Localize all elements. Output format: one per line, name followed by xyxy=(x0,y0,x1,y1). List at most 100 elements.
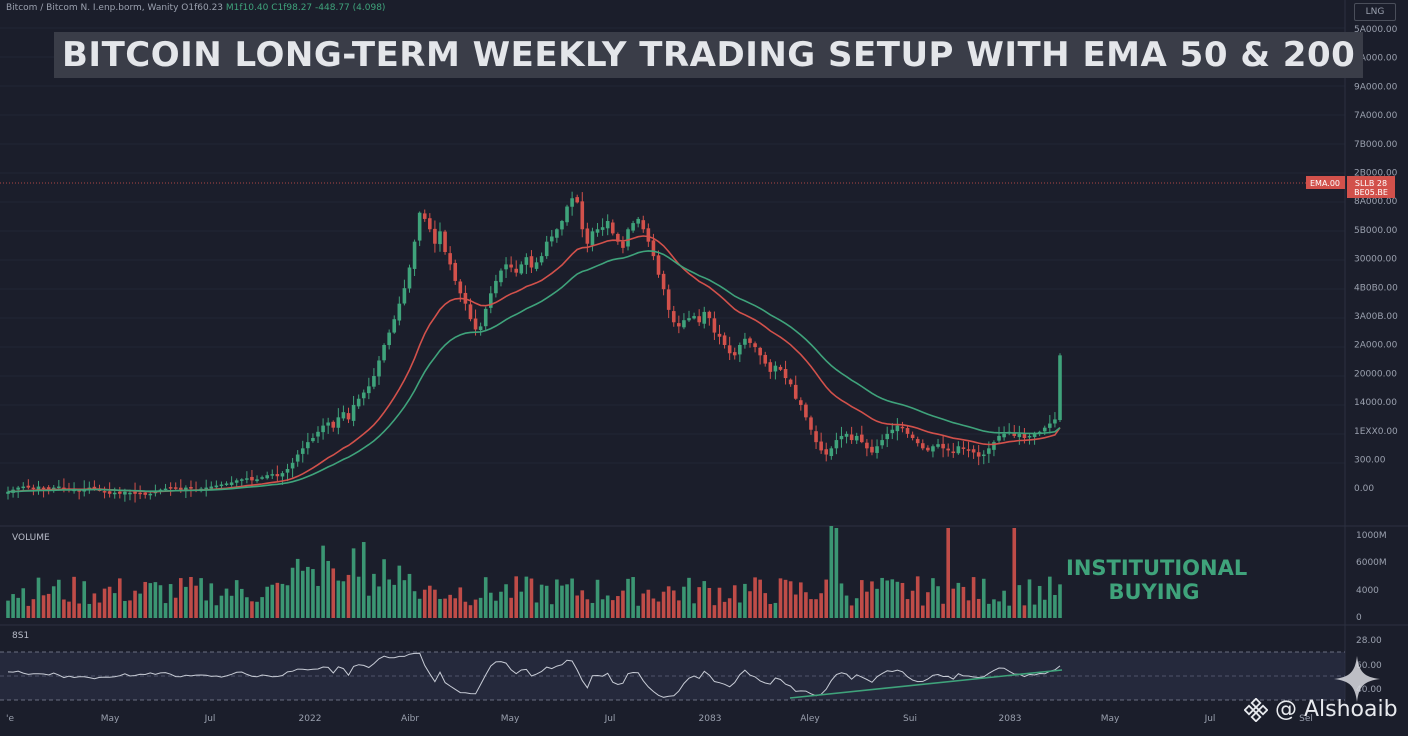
candle-body xyxy=(6,491,10,494)
volume-bar xyxy=(951,588,956,618)
candle-body xyxy=(641,220,646,230)
volume-bar xyxy=(859,580,864,618)
candle-body xyxy=(168,487,173,489)
candle-body xyxy=(519,264,524,274)
volume-bar xyxy=(544,585,549,618)
candle-body xyxy=(585,228,590,244)
volume-bar xyxy=(1032,604,1037,618)
candle-body xyxy=(36,486,41,490)
current-price-tag-left xyxy=(1306,176,1345,189)
volume-bar xyxy=(610,600,615,618)
candle-body xyxy=(260,477,264,479)
candle-body xyxy=(51,487,56,490)
volume-bar xyxy=(692,603,696,618)
volume-bar xyxy=(295,558,300,618)
candle-body xyxy=(417,212,422,241)
volume-bar xyxy=(519,591,524,618)
volume-bar xyxy=(6,600,10,618)
candle-body xyxy=(920,443,925,449)
volume-bar xyxy=(255,601,259,618)
volume-bar xyxy=(422,589,427,618)
candle-body xyxy=(514,268,519,273)
candle-body xyxy=(234,480,239,483)
volume-bar xyxy=(722,601,727,618)
candle-body xyxy=(46,487,51,490)
volume-bar xyxy=(997,601,1001,618)
volume-axis: 1000M 6000M 4000 0 xyxy=(1356,531,1387,623)
volume-bar xyxy=(1002,590,1006,618)
candle-body xyxy=(377,360,381,377)
ema-50-line xyxy=(7,235,1061,493)
price-axis-label: 30000.00 xyxy=(1354,255,1397,265)
volume-bar xyxy=(209,583,214,618)
candle-body xyxy=(829,448,834,457)
time-axis-label: Jul xyxy=(604,714,616,724)
volume-bar xyxy=(275,582,280,618)
rsi-axis-label: 60.00 xyxy=(1356,661,1382,671)
candle-body xyxy=(1058,355,1062,421)
volume-bar xyxy=(677,600,681,618)
candle-body xyxy=(976,452,981,457)
volume-bar xyxy=(890,579,895,618)
volume-bar xyxy=(849,605,854,618)
volume-bar xyxy=(36,577,41,618)
symbol-name: Bitcom / Bitcom N. I.enp.borm, Wanity xyxy=(6,3,179,13)
volume-bar xyxy=(57,579,61,618)
volume-bar xyxy=(300,570,305,618)
volume-bar xyxy=(575,595,579,618)
candle-body xyxy=(555,229,559,238)
volume-bar xyxy=(631,577,635,618)
volume-bar xyxy=(900,582,905,618)
volume-bar xyxy=(1042,599,1047,618)
volume-bar xyxy=(687,577,691,618)
price-axis-label: 14000.00 xyxy=(1354,398,1397,408)
volume-bar xyxy=(356,576,361,618)
candle-body xyxy=(600,227,605,230)
volume-bar xyxy=(31,599,36,618)
volume-bar xyxy=(133,590,137,618)
candle-body xyxy=(809,417,813,430)
lng-button[interactable]: LNG xyxy=(1354,3,1396,21)
volume-bar xyxy=(102,588,107,618)
volume-bar xyxy=(585,599,590,618)
volume-bar xyxy=(865,591,869,618)
candle-body xyxy=(311,438,315,442)
candle-body xyxy=(1048,423,1052,428)
volume-bar xyxy=(250,601,254,618)
candle-body xyxy=(1002,433,1006,438)
time-axis-label: 2022 xyxy=(299,714,322,724)
candle-body xyxy=(468,304,473,320)
candle-body xyxy=(692,316,696,319)
volume-bar xyxy=(829,526,834,618)
candle-body xyxy=(219,484,224,486)
volume-bar xyxy=(260,597,264,618)
candle-body xyxy=(763,354,768,364)
volume-bar xyxy=(682,586,686,618)
chart-title: BITCOIN LONG-TERM WEEKLY TRADING SETUP W… xyxy=(54,32,1364,78)
volume-bar xyxy=(173,597,178,618)
volume-bar xyxy=(992,599,996,618)
candle-body xyxy=(306,442,310,449)
candle-body xyxy=(748,338,752,343)
candle-body xyxy=(295,454,300,462)
rsi-axis-label: 28.00 xyxy=(1356,636,1382,646)
candle-body xyxy=(107,491,112,494)
candle-body xyxy=(844,433,849,437)
candle-body xyxy=(656,255,661,275)
candle-body xyxy=(504,264,508,270)
candle-body xyxy=(595,229,600,233)
volume-bar xyxy=(417,598,422,618)
price-axis-label: 4B0B0.00 xyxy=(1354,283,1398,293)
candle-body xyxy=(1027,435,1032,438)
candle-body xyxy=(717,333,722,337)
candle-body xyxy=(926,447,930,451)
candle-body xyxy=(77,490,81,492)
candle-body xyxy=(951,451,956,453)
volume-bar xyxy=(661,591,666,618)
volume-bar xyxy=(707,587,712,618)
candle-body xyxy=(859,434,864,443)
volume-bar xyxy=(239,588,244,618)
time-axis-label: May xyxy=(101,714,120,724)
candle-body xyxy=(31,487,36,490)
